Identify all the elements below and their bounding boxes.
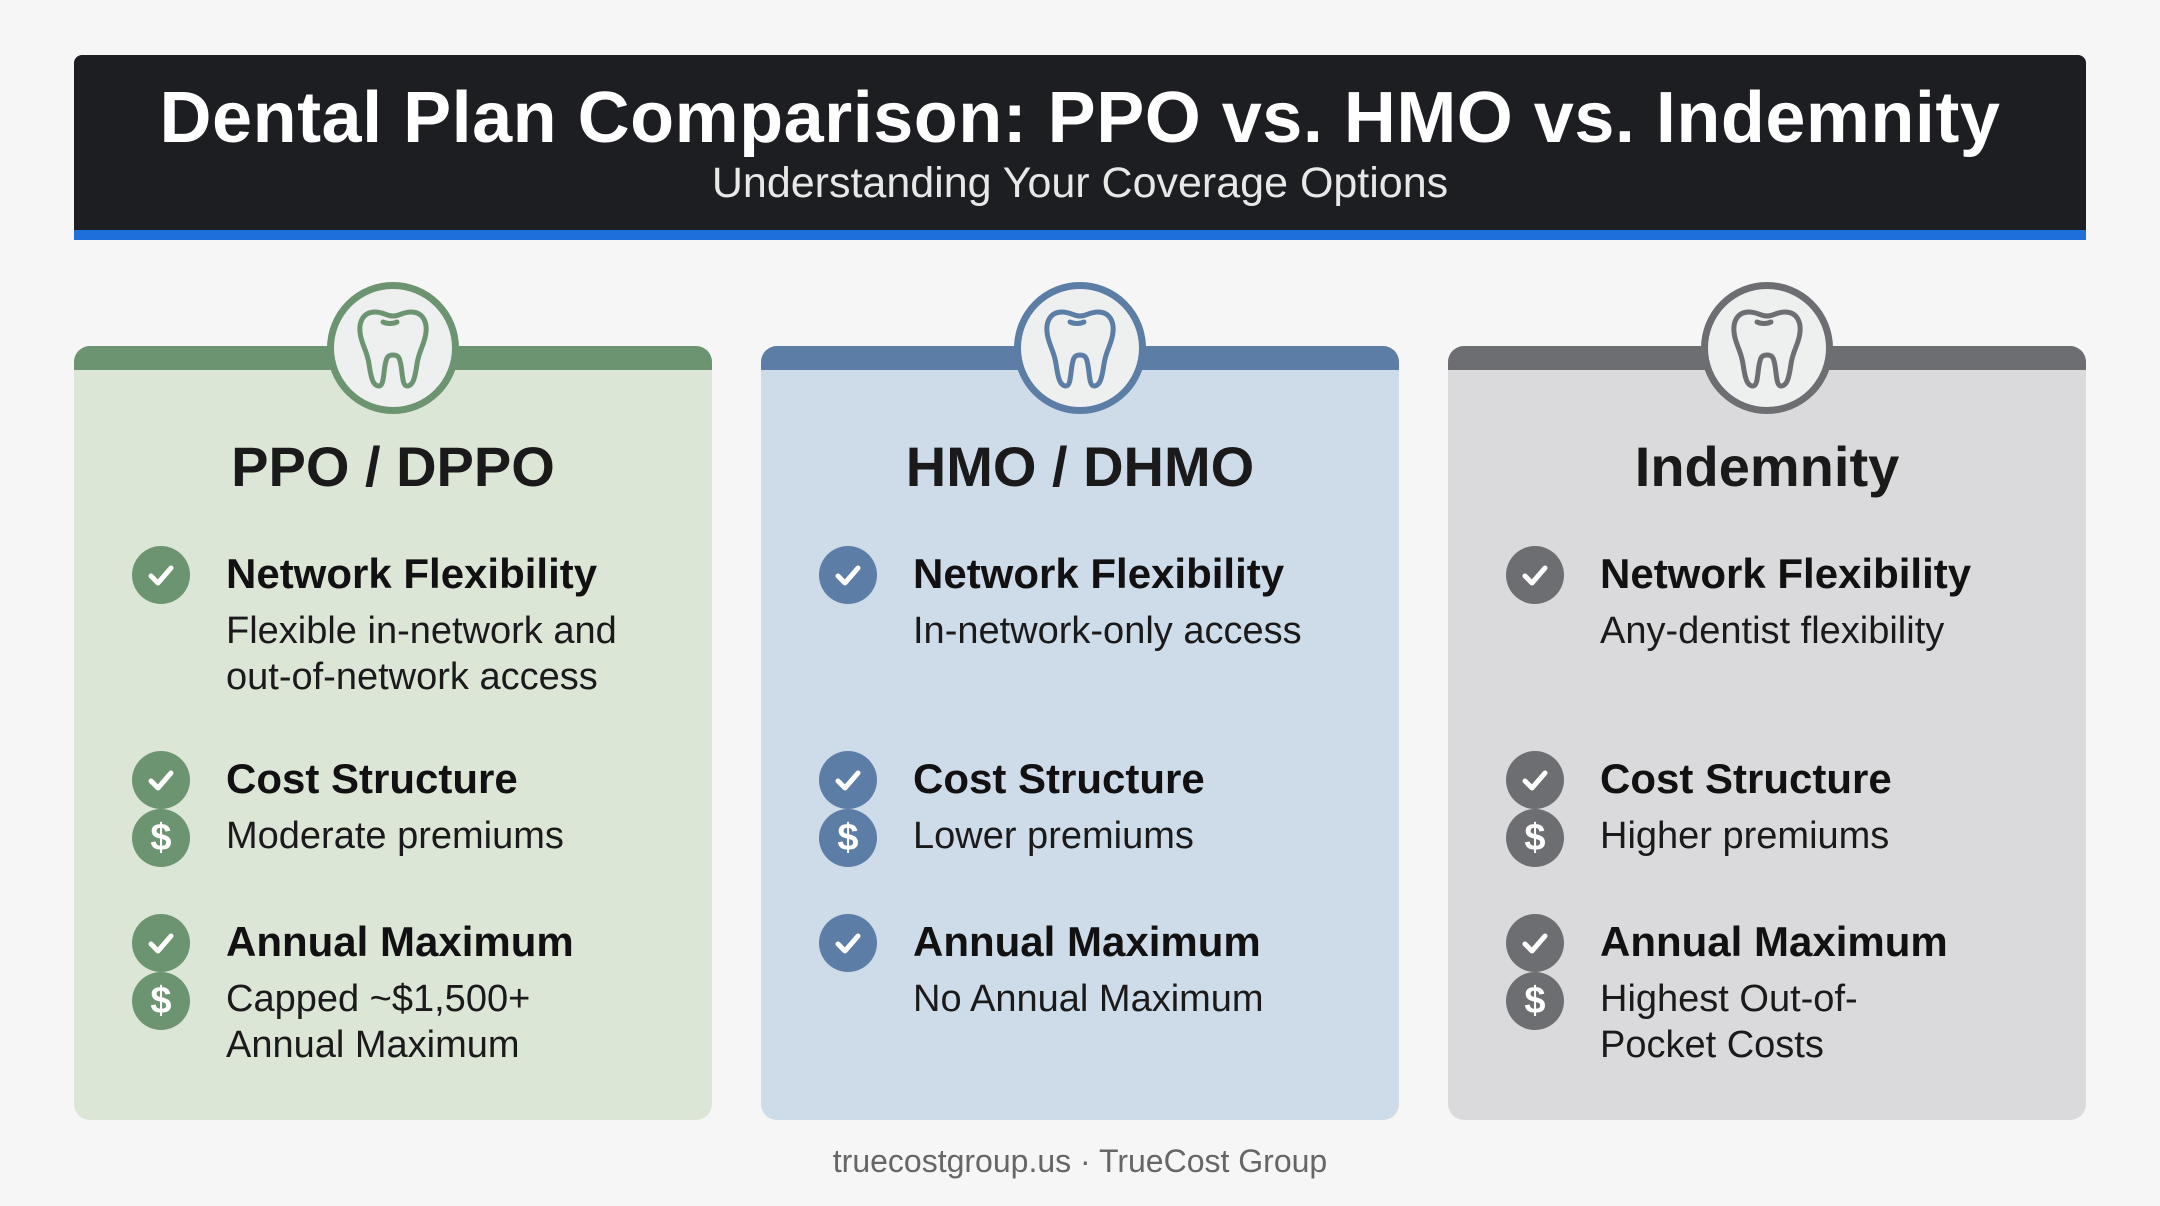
dollar-icon: $	[1506, 809, 1564, 867]
check-icon	[132, 751, 190, 809]
check-icon	[1506, 914, 1564, 972]
feature-title: Cost Structure	[226, 755, 518, 802]
page-subtitle: Understanding Your Coverage Options	[711, 159, 1449, 207]
tooth-icon	[1701, 282, 1833, 414]
feature-title: Annual Maximum	[1600, 918, 1948, 965]
feature-title: Network Flexibility	[1600, 550, 1972, 597]
check-icon	[1506, 546, 1564, 604]
check-icon	[819, 751, 877, 809]
feature-title: Network Flexibility	[913, 550, 1285, 597]
feature-desc: Moderate premiums	[226, 815, 564, 857]
plan-name: PPO / DPPO	[231, 435, 555, 498]
dollar-icon: $	[132, 972, 190, 1030]
feature-title: Cost Structure	[913, 755, 1205, 802]
feature-title: Annual Maximum	[226, 918, 574, 965]
feature-desc: Higher premiums	[1600, 815, 1890, 857]
plan-card-ppo: PPO / DPPO Network Flexibility Flexible …	[74, 282, 712, 1120]
dollar-icon: $	[1506, 972, 1564, 1030]
check-icon	[819, 546, 877, 604]
feature-desc: Highest Out-of-Pocket Costs	[1600, 978, 1858, 1066]
feature-desc: Flexible in-network and out-of-network a…	[226, 610, 617, 698]
dollar-icon: $	[819, 809, 877, 867]
feature-title: Annual Maximum	[913, 918, 1261, 965]
feature-title: Network Flexibility	[226, 550, 598, 597]
check-icon	[1506, 751, 1564, 809]
plan-name: HMO / DHMO	[905, 435, 1255, 498]
plan-card-indemnity: Indemnity Network Flexibility Any-dentis…	[1448, 282, 2086, 1120]
feature-desc: Capped ~$1,500+ Annual Maximum	[226, 978, 531, 1066]
check-icon	[819, 914, 877, 972]
feature-title: Cost Structure	[1600, 755, 1892, 802]
dollar-icon: $	[132, 809, 190, 867]
plan-name: Indemnity	[1634, 435, 1900, 498]
check-icon	[132, 914, 190, 972]
feature-desc: In-network-only access	[913, 610, 1302, 652]
page-title: Dental Plan Comparison: PPO vs. HMO vs. …	[159, 78, 2001, 158]
feature-desc: Lower premiums	[913, 815, 1194, 857]
header-banner: Dental Plan Comparison: PPO vs. HMO vs. …	[74, 55, 2086, 240]
tooth-icon	[327, 282, 459, 414]
tooth-icon	[1014, 282, 1146, 414]
feature-desc: No Annual Maximum	[913, 978, 1264, 1020]
footer-credit: truecostgroup.us · TrueCost Group	[832, 1143, 1328, 1179]
plan-card-hmo: HMO / DHMO Network Flexibility In-networ…	[761, 282, 1399, 1120]
check-icon	[132, 546, 190, 604]
feature-desc: Any-dentist flexibility	[1600, 610, 1945, 652]
